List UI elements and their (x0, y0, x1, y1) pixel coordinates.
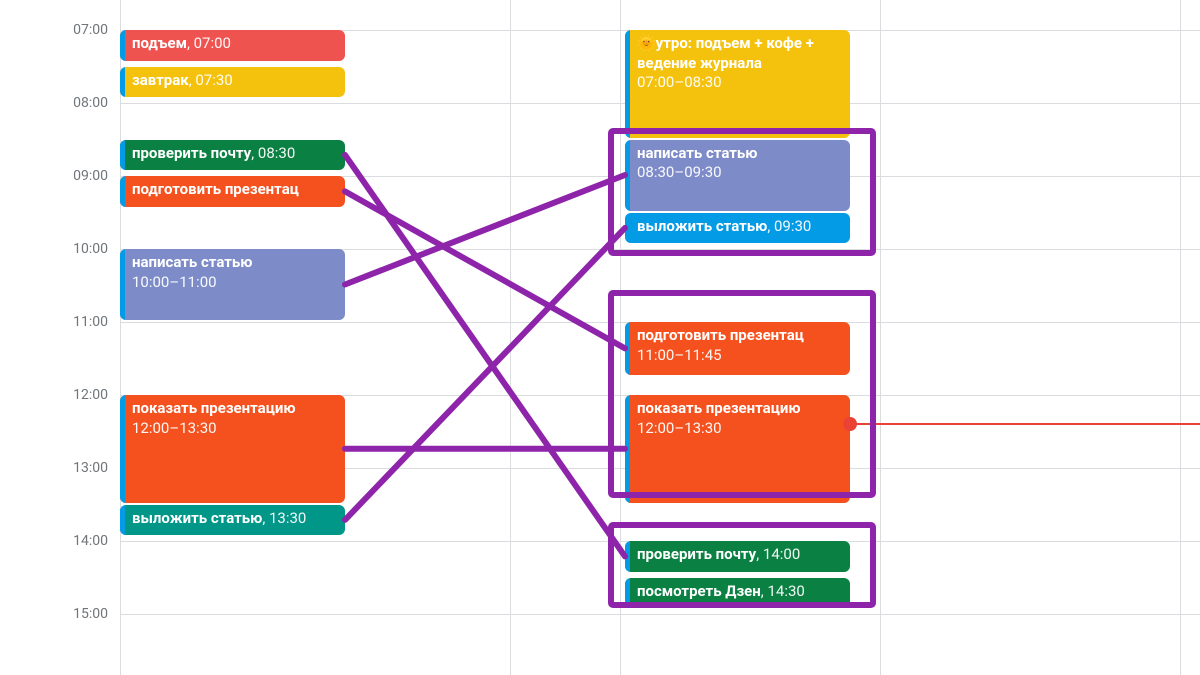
event-stripe (120, 140, 125, 171)
event-title: подготовить презентац (637, 326, 842, 346)
calendar-event[interactable]: проверить почту, 08:30 (120, 140, 345, 171)
grid-hline (120, 614, 1200, 615)
event-title-line: подготовить презентац (132, 180, 299, 198)
event-stripe (120, 30, 125, 61)
event-stripe (625, 322, 630, 375)
event-stripe (120, 249, 125, 320)
time-label: 14:00 (73, 533, 108, 549)
event-title: показать презентацию (637, 399, 842, 419)
event-title-line: выложить статью, 13:30 (132, 509, 306, 527)
time-gutter: 07:00 08:00 09:00 10:00 11:00 12:00 13:00 14:00… (0, 0, 120, 675)
event-title-line: завтрак, 07:30 (132, 71, 233, 89)
grid-vline (620, 0, 621, 675)
time-label: 10:00 (73, 241, 108, 257)
event-stripe (625, 578, 630, 609)
event-stripe (625, 541, 630, 572)
calendar-grid: подъем, 07:00 завтрак, 07:30 проверить поч… (120, 0, 1200, 675)
calendar-event[interactable]: 🌞утро: подъем + кофе + ведение журнала07… (625, 30, 850, 138)
event-time: , 14:30 (761, 582, 805, 600)
event-title-line: посмотреть Дзен, 14:30 (637, 582, 805, 600)
event-stripe (120, 395, 125, 503)
calendar-event[interactable]: подготовить презентац (120, 176, 345, 207)
event-time: , 09:30 (767, 217, 811, 235)
event-title-line: проверить почту, 14:00 (637, 545, 800, 563)
grid-vline (880, 0, 881, 675)
event-title: подготовить презентац (132, 180, 299, 198)
grid-vline (120, 0, 121, 675)
event-title: показать презентацию (132, 399, 337, 419)
calendar-event[interactable]: написать статью10:00–11:00 (120, 249, 345, 320)
calendar-event[interactable]: посмотреть Дзен, 14:30 (625, 578, 850, 609)
event-time: 12:00–13:30 (637, 419, 842, 439)
event-time: 10:00–11:00 (132, 273, 337, 293)
calendar-event[interactable]: подъем, 07:00 (120, 30, 345, 61)
event-stripe (625, 30, 630, 138)
calendar-event[interactable]: подготовить презентац11:00–11:45 (625, 322, 850, 375)
event-title-line: выложить статью, 09:30 (637, 217, 811, 235)
time-label: 07:00 (73, 22, 108, 38)
event-time: , 13:30 (262, 509, 306, 527)
event-title: завтрак (132, 71, 189, 89)
event-title-line: подъем, 07:00 (132, 34, 231, 52)
calendar-event[interactable]: проверить почту, 14:00 (625, 541, 850, 572)
time-label: 12:00 (73, 387, 108, 403)
time-label: 09:00 (73, 168, 108, 184)
event-stripe (625, 213, 630, 244)
calendar-event[interactable]: показать презентацию12:00–13:30 (120, 395, 345, 503)
time-label: 08:00 (73, 95, 108, 111)
event-title: написать статью (132, 253, 337, 273)
event-time: , 07:00 (187, 34, 231, 52)
event-title: проверить почту (132, 144, 251, 162)
event-time: 11:00–11:45 (637, 346, 842, 366)
now-indicator-line (850, 423, 1200, 425)
grid-vline (510, 0, 511, 675)
calendar-event[interactable]: написать статью08:30–09:30 (625, 140, 850, 211)
event-time: 08:30–09:30 (637, 163, 842, 183)
calendar-root: 07:00 08:00 09:00 10:00 11:00 12:00 13:00 14:00… (0, 0, 1200, 675)
event-title: подъем (132, 34, 187, 52)
event-title: выложить статью (132, 509, 262, 527)
event-stripe (625, 140, 630, 211)
event-stripe (120, 67, 125, 98)
event-title: проверить почту (637, 545, 756, 563)
calendar-event[interactable]: выложить статью, 09:30 (625, 213, 850, 244)
event-stripe (120, 176, 125, 207)
event-time: 12:00–13:30 (132, 419, 337, 439)
event-title: 🌞утро: подъем + кофе + ведение журнала (637, 34, 842, 73)
event-time: , 07:30 (189, 71, 233, 89)
time-label: 11:00 (73, 314, 108, 330)
event-time: , 14:00 (756, 545, 800, 563)
event-title: посмотреть Дзен (637, 582, 761, 600)
event-time: , 08:30 (251, 144, 295, 162)
calendar-event[interactable]: выложить статью, 13:30 (120, 505, 345, 536)
calendar-event[interactable]: показать презентацию12:00–13:30 (625, 395, 850, 503)
event-stripe (625, 395, 630, 503)
time-label: 13:00 (73, 460, 108, 476)
event-stripe (120, 505, 125, 536)
event-title: написать статью (637, 144, 842, 164)
event-time: 07:00–08:30 (637, 73, 842, 93)
event-title: выложить статью (637, 217, 767, 235)
event-title-line: проверить почту, 08:30 (132, 144, 295, 162)
grid-vline (1180, 0, 1181, 675)
time-label: 15:00 (73, 606, 108, 622)
calendar-event[interactable]: завтрак, 07:30 (120, 67, 345, 98)
